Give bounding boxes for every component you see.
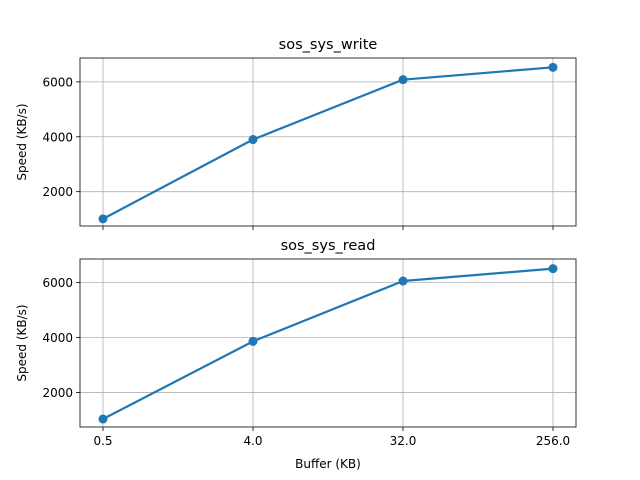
series-line <box>101 66 555 220</box>
y-tick-label: 4000 <box>42 130 73 144</box>
series-line <box>101 267 555 421</box>
x-tick-label: 4.0 <box>243 434 262 448</box>
axes-frame <box>79 258 577 428</box>
y-axis-label: Speed (KB/s) <box>15 103 29 180</box>
data-point <box>548 62 558 72</box>
data-point <box>248 336 258 346</box>
chart-title: sos_sys_write <box>279 37 378 53</box>
y-tick-label: 6000 <box>42 276 73 290</box>
subplot-0: 2000 4000 6000 sos_sys_write Speed (KB/s) <box>15 37 577 230</box>
x-axis-label: Buffer (KB) <box>295 457 361 471</box>
x-tick-label: 256.0 <box>536 434 570 448</box>
y-tick-label: 6000 <box>42 75 73 89</box>
axes-frame <box>79 57 577 227</box>
data-point <box>98 214 108 224</box>
x-tick-label: 32.0 <box>390 434 417 448</box>
y-axis-label: Speed (KB/s) <box>15 304 29 381</box>
data-point <box>248 135 258 145</box>
y-tick-label: 2000 <box>42 185 73 199</box>
data-point <box>398 276 408 286</box>
y-tick-label: 4000 <box>42 331 73 345</box>
data-point <box>98 414 108 424</box>
chart-title: sos_sys_read <box>281 238 376 254</box>
x-tick-label: 0.5 <box>93 434 112 448</box>
subplot-1: 0.5 4.0 32.0 256.0 2000 4000 6000 sos_sys_read S… <box>15 238 577 471</box>
data-point <box>548 264 558 274</box>
data-point <box>398 75 408 85</box>
y-tick-label: 2000 <box>42 386 73 400</box>
